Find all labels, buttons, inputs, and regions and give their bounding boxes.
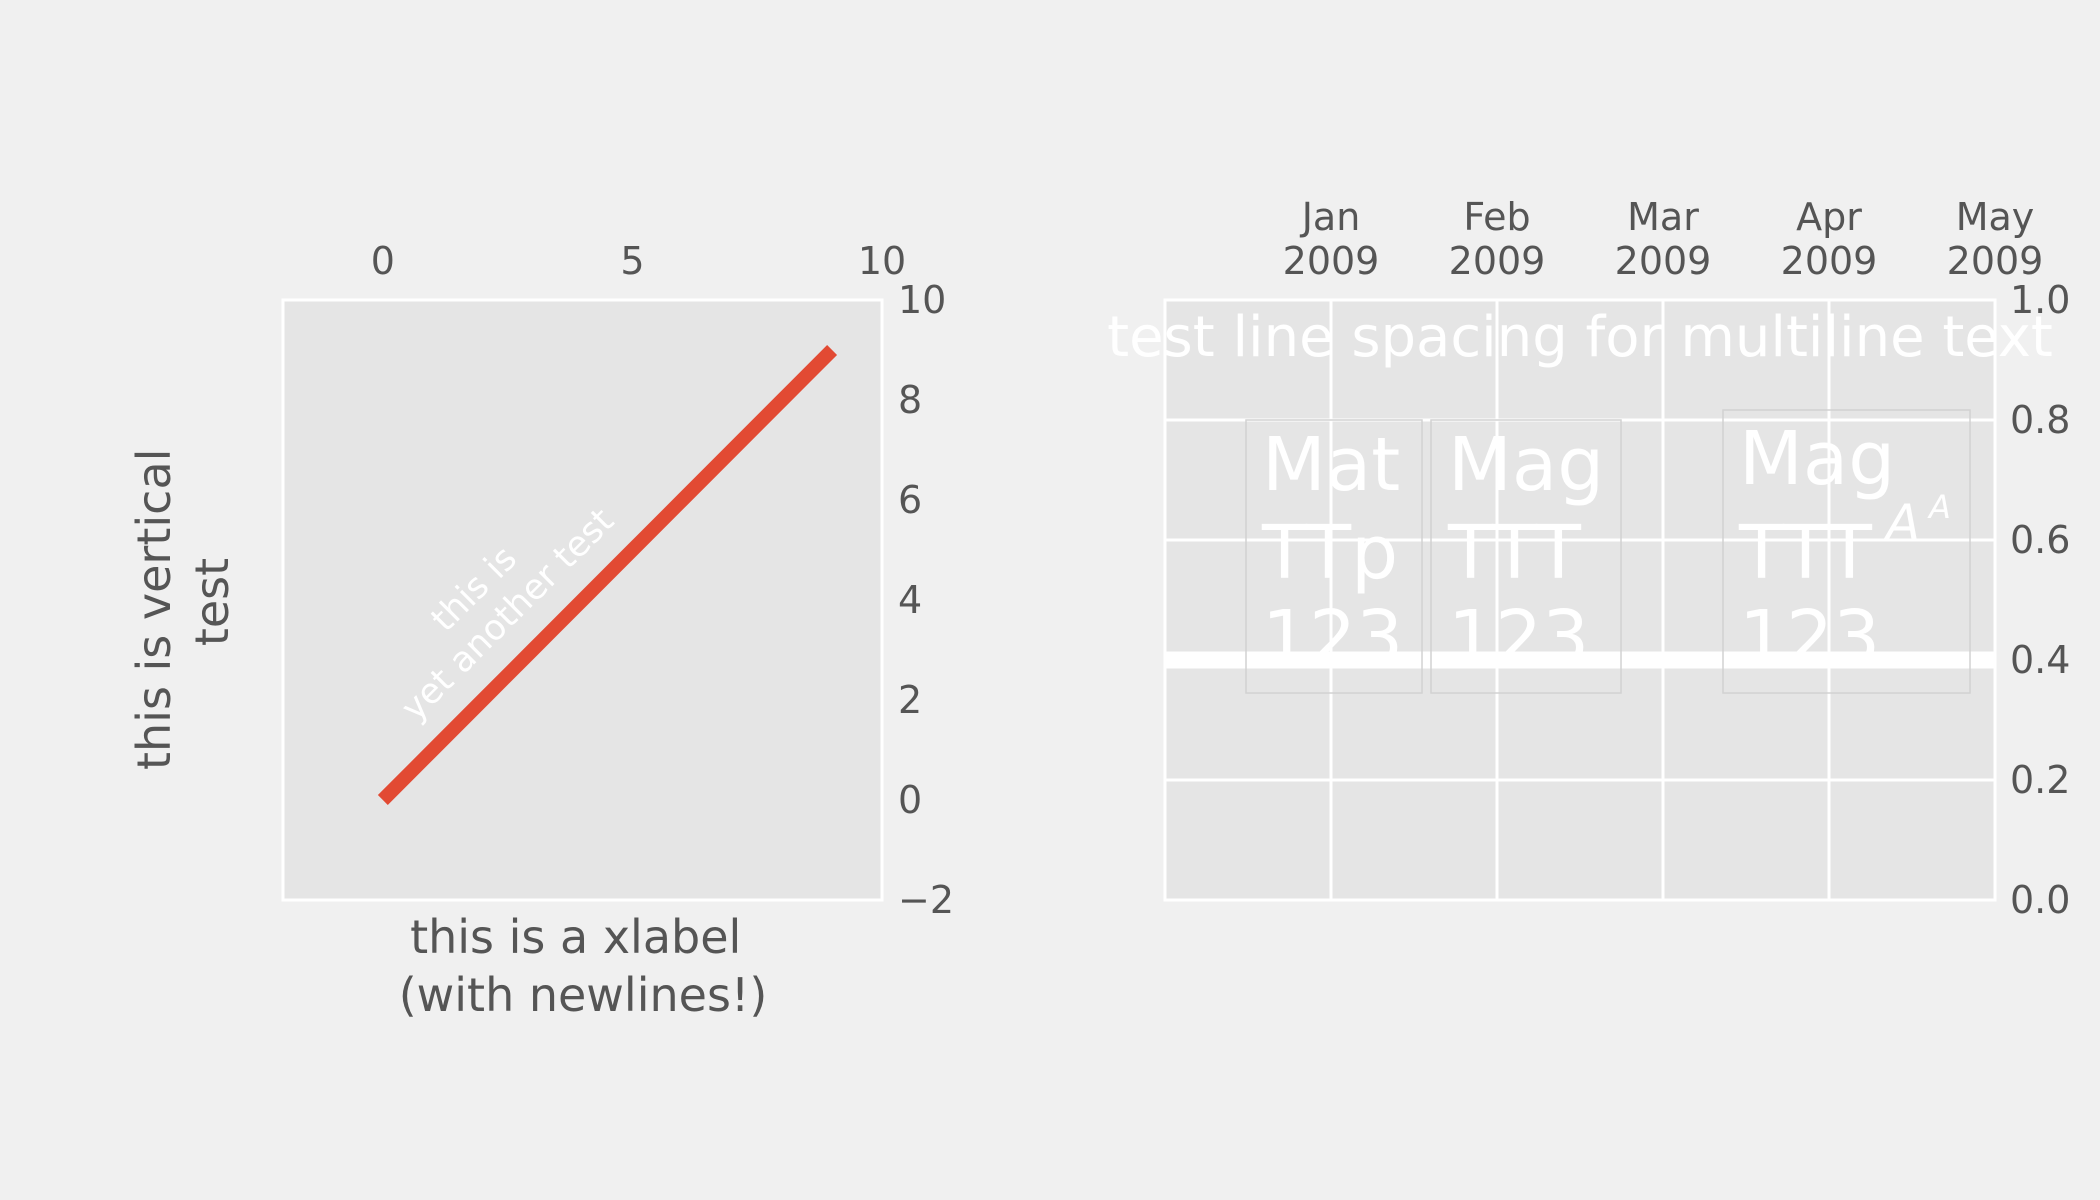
text-box-1-frame xyxy=(1245,419,1423,694)
right-chart-title: test line spacing for multiline text xyxy=(1107,305,2053,370)
right-xtick-label: Jan 2009 xyxy=(1283,195,1380,283)
text-box-1: Mat TTp 123 xyxy=(1245,419,1424,694)
left-xlabel-line-2: (with newlines!) xyxy=(399,968,768,1022)
left-chart: 0 5 10 −2 0 2 4 6 8 10 this is vertical test thi… xyxy=(127,239,954,1022)
left-ylabel: this is vertical test xyxy=(127,434,239,770)
text-box-3-line-3: 123 xyxy=(1739,595,1880,681)
right-ytick-label: 0.0 xyxy=(2010,878,2070,922)
right-xtick-label: Feb 2009 xyxy=(1449,195,1546,283)
right-xtick-label: May 2009 xyxy=(1947,195,2044,283)
left-ylabel-line-1: this is vertical xyxy=(127,449,181,770)
left-ytick-label: 2 xyxy=(898,678,922,722)
text-box-2-line-3: 123 xyxy=(1448,595,1589,681)
right-xtick-label: Mar 2009 xyxy=(1615,195,1712,283)
text-box-2: Mag TTT 123 xyxy=(1430,419,1628,694)
left-ytick-label: 4 xyxy=(898,578,922,622)
left-xlabel: this is a xlabel (with newlines!) xyxy=(399,910,768,1022)
left-ytick-label: 10 xyxy=(898,278,946,322)
text-box-1-line-2: TTp xyxy=(1261,510,1398,596)
text-box-2-line-2: TTT xyxy=(1447,510,1582,596)
text-box-3-frame xyxy=(1722,409,1971,694)
right-chart: Jan 2009 Feb 2009 Mar 2009 Apr 2009 May 2009 0.0 0… xyxy=(1107,195,2070,922)
left-xtick-label: 10 xyxy=(858,239,906,283)
right-ytick-label: 0.6 xyxy=(2010,518,2070,562)
left-ytick-label: 8 xyxy=(898,378,922,422)
left-xlabel-line-1: this is a xlabel xyxy=(410,910,741,964)
right-ytick-label: 0.2 xyxy=(2010,758,2070,802)
text-box-3-line-1: Mag xyxy=(1739,416,1895,502)
text-box-3-math-a: A xyxy=(1883,494,1920,552)
left-ytick-label: 0 xyxy=(898,778,922,822)
right-ytick-label: 1.0 xyxy=(2010,278,2070,322)
right-xtick-label: Apr 2009 xyxy=(1781,195,1878,283)
left-xtick-label: 5 xyxy=(620,239,644,283)
text-box-1-line-1: Mat xyxy=(1262,422,1400,508)
text-box-3-math-superscript: A xyxy=(1927,488,1951,526)
text-box-2-text: Mag TTT 123 xyxy=(1447,422,1628,681)
text-box-2-line-1: Mag xyxy=(1448,422,1604,508)
text-box-2-frame xyxy=(1430,419,1622,694)
left-ytick-label: −2 xyxy=(898,878,954,922)
right-ytick-label: 0.4 xyxy=(2010,638,2070,682)
left-series-line xyxy=(377,345,838,805)
text-box-3-line-2: TTT xyxy=(1738,510,1873,596)
left-xtick-label: 0 xyxy=(371,239,395,283)
text-box-1-text: Mat TTp 123 xyxy=(1261,422,1424,681)
text-box-1-line-3: 123 xyxy=(1262,595,1403,681)
right-axes-frame xyxy=(1163,298,1997,902)
text-box-3-text: Mag TTT 123 xyxy=(1738,416,1919,681)
text-box-3: Mag TTT 123 A A xyxy=(1722,409,1971,694)
left-ylabel-line-2: test xyxy=(185,558,239,646)
left-ytick-label: 6 xyxy=(898,478,922,522)
right-axes-background xyxy=(1165,300,1995,900)
right-ytick-label: 0.8 xyxy=(2010,398,2070,442)
